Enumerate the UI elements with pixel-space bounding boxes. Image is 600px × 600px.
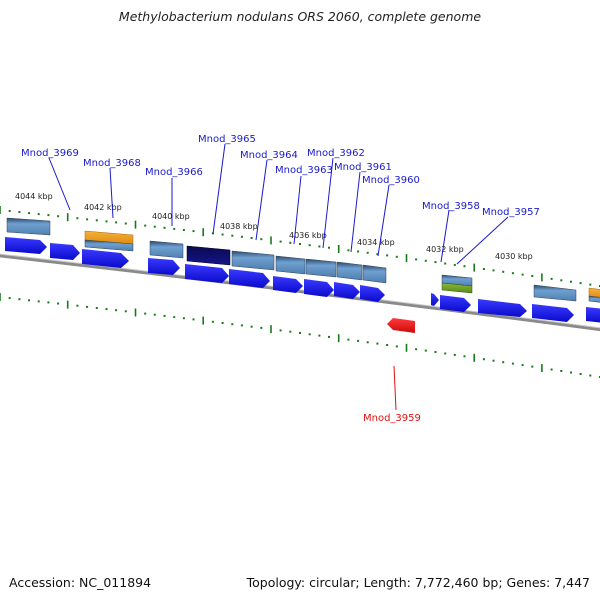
feature-block[interactable] [276,256,305,274]
gene-arrow[interactable] [586,307,600,323]
gene-arrow[interactable] [229,269,270,288]
gene-label[interactable]: Mnod_3965 [198,134,256,145]
feature-block[interactable] [306,259,336,277]
gene-arrows-forward [5,237,600,323]
accession-text: Accession: NC_011894 [9,575,151,590]
gene-arrow[interactable] [5,237,47,254]
gene-label[interactable]: Mnod_3961 [334,162,392,173]
gene-arrow[interactable] [273,276,303,293]
tick-label: 4044 kbp [15,192,53,201]
leader-line [49,158,70,210]
gene-arrow[interactable] [148,258,180,275]
gene-label[interactable]: Mnod_3957 [482,207,540,218]
leader-line [256,160,267,240]
gene-label[interactable]: Mnod_3958 [422,201,480,212]
tick-label: 4030 kbp [495,252,533,261]
gene-label[interactable]: Mnod_3966 [145,167,203,178]
leader-line [441,210,449,262]
gene-arrow[interactable] [431,293,439,306]
tick-label: 4040 kbp [152,212,190,221]
gene-label-reverse[interactable]: Mnod_3959 [363,413,421,424]
tick-label: 4034 kbp [357,238,395,247]
feature-block[interactable] [534,285,576,301]
genome-map: 4044 kbp 4042 kbp 4040 kbp 4038 kbp 4036… [0,0,600,600]
gene-label[interactable]: Mnod_3962 [307,148,365,159]
feature-block[interactable] [150,241,183,258]
gene-arrow[interactable] [440,295,471,312]
feature-block[interactable] [7,218,50,235]
gene-label[interactable]: Mnod_3964 [240,150,298,161]
feature-block[interactable] [363,265,386,283]
gene-arrow[interactable] [532,304,574,322]
gene-arrow[interactable] [50,243,80,260]
gene-label[interactable]: Mnod_3968 [83,158,141,169]
feature-block[interactable] [187,246,230,265]
genome-summary-text: Topology: circular; Length: 7,772,460 bp… [247,575,590,590]
leader-line [213,144,225,234]
tick-label: 4042 kbp [84,203,122,212]
leader-line-reverse [394,366,396,410]
feature-block[interactable] [232,251,274,270]
tick-label: 4032 kbp [426,245,464,254]
tick-label: 4038 kbp [220,222,258,231]
gene-label[interactable]: Mnod_3963 [275,165,333,176]
gene-arrow-reverse-mnod-3959[interactable] [387,318,415,333]
feature-block[interactable] [337,262,362,280]
feature-block[interactable] [589,296,600,303]
gene-arrow[interactable] [304,279,334,297]
gene-arrow[interactable] [185,264,229,283]
gene-label[interactable]: Mnod_3960 [362,175,420,186]
gene-label[interactable]: Mnod_3969 [21,148,79,159]
